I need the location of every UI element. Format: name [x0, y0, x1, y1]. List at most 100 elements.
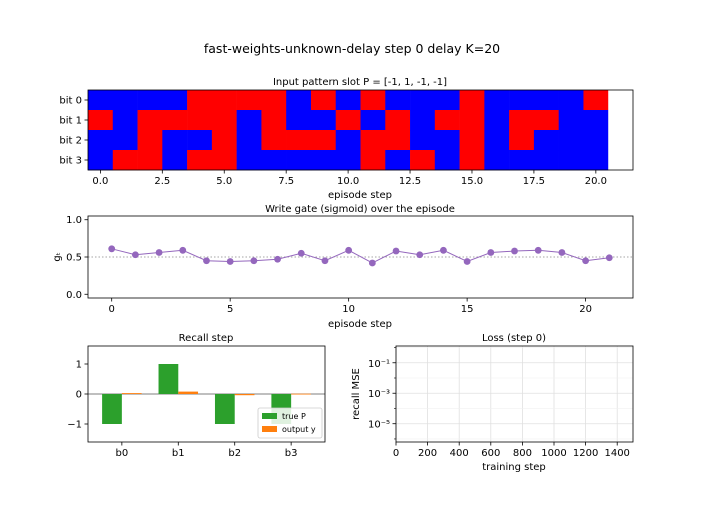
loss-ytick-label: 10⁻³ — [368, 389, 390, 400]
loss-xtick-label: 1200 — [573, 448, 598, 459]
heatmap-cell — [459, 150, 485, 171]
recall-legend: true P output y — [257, 407, 323, 439]
loss-ytick-label: 10⁻¹ — [368, 359, 390, 370]
heatmap-cell — [261, 90, 287, 111]
heatmap-cell — [459, 110, 485, 131]
gate-point — [179, 246, 187, 254]
heatmap-xtick-label: 7.5 — [278, 176, 294, 187]
gate-ytick-label: 0.5 — [66, 253, 82, 264]
recall-bar — [121, 393, 142, 394]
heatmap-xtick-label: 15.0 — [461, 176, 483, 187]
loss-ylabel: recall MSE — [351, 368, 362, 420]
recall-xtick-label: b0 — [115, 448, 128, 459]
recall-xtick-label: b2 — [228, 448, 241, 459]
heatmap-cell — [112, 90, 138, 111]
gate-point — [511, 247, 518, 255]
recall-title: Recall step — [179, 333, 234, 344]
gate-point — [226, 258, 234, 265]
heatmap-cell — [236, 110, 262, 131]
heatmap-cell — [533, 130, 559, 151]
gate-point — [605, 254, 613, 262]
legend-swatch-output — [262, 426, 277, 432]
loss-xlabel: training step — [482, 462, 546, 473]
figure-title: fast-weights-unknown-delay step 0 delay … — [204, 41, 500, 56]
heatmap-cell — [608, 90, 634, 111]
recall-bar — [178, 391, 199, 394]
heatmap-cell — [608, 130, 634, 151]
heatmap-cell — [459, 130, 485, 151]
heatmap-cell — [335, 150, 361, 171]
heatmap-cell — [137, 90, 163, 111]
heatmap-cell — [88, 150, 114, 171]
heatmap-cell — [484, 110, 510, 131]
gate-point — [345, 246, 353, 254]
heatmap-cell — [211, 150, 237, 171]
heatmap-cell — [112, 150, 138, 171]
heatmap-cell — [360, 150, 386, 171]
heatmap-cell — [410, 90, 436, 111]
heatmap-cell — [509, 130, 535, 151]
heatmap-title: Input pattern slot P = [-1, 1, -1, -1] — [273, 77, 447, 88]
gate-point — [368, 259, 376, 267]
heatmap-cell — [112, 110, 138, 131]
heatmap-cell — [410, 110, 436, 131]
gate-point — [250, 257, 258, 265]
loss-title: Loss (step 0) — [482, 333, 546, 344]
heatmap-cell — [385, 110, 411, 131]
recall-xtick-label: b1 — [172, 448, 185, 459]
heatmap-cell — [236, 150, 262, 171]
heatmap-cell — [385, 150, 411, 171]
gate-point — [155, 249, 163, 256]
heatmap-cell — [434, 150, 460, 171]
heatmap-cell — [583, 90, 609, 111]
heatmap-cell — [310, 90, 337, 111]
gate-point — [582, 257, 590, 265]
heatmap-cell — [583, 150, 609, 171]
heatmap-xtick-label: 0.0 — [92, 176, 108, 187]
gate-point — [274, 255, 281, 263]
gate-xtick-label: 5 — [227, 304, 233, 315]
gate-point — [297, 249, 305, 257]
heatmap-cell — [608, 150, 634, 171]
heatmap-cell — [360, 110, 386, 131]
heatmap-cell — [434, 110, 460, 131]
heatmap-xlabel: episode step — [328, 190, 392, 201]
heatmap-cell — [236, 90, 262, 111]
gate-ytick-label: 1.0 — [66, 215, 82, 226]
loss-xtick-label: 1000 — [541, 448, 566, 459]
heatmap-cell — [261, 130, 287, 151]
heatmap-cell — [484, 130, 510, 151]
heatmap-cell — [310, 110, 337, 131]
loss-frame — [395, 345, 634, 443]
heatmap-cell — [583, 130, 609, 151]
heatmap-cell — [533, 110, 559, 131]
heatmap-cell — [360, 90, 386, 111]
recall-ytick-label: 1 — [76, 360, 82, 371]
gate-point — [131, 251, 139, 259]
gate-point — [392, 247, 400, 255]
heatmap-cell — [286, 150, 312, 171]
gate-ylabel: gₜ — [52, 252, 63, 261]
heatmap-cell — [558, 150, 584, 171]
loss-xtick-label: 200 — [418, 448, 437, 459]
heatmap-cell — [137, 130, 163, 151]
gate-point — [440, 246, 447, 254]
recall-bar — [158, 364, 179, 394]
heatmap-cell — [533, 150, 559, 171]
loss-xtick-label: 400 — [450, 448, 469, 459]
heatmap-cell — [88, 130, 114, 151]
heatmap-cell — [583, 110, 609, 131]
heatmap-cell — [162, 110, 188, 131]
heatmap-cell — [558, 90, 584, 111]
gate-point — [321, 257, 329, 265]
gate-point — [558, 249, 566, 256]
heatmap-cell — [335, 110, 361, 131]
heatmap-cell — [410, 150, 436, 171]
heatmap-cell — [558, 130, 584, 151]
legend-label-output: output y — [282, 425, 316, 434]
heatmap-cell — [509, 150, 535, 171]
gate-xtick-label: 0 — [109, 304, 115, 315]
gate-xtick-label: 15 — [461, 304, 474, 315]
gate-point — [463, 258, 471, 265]
gate-xtick-label: 10 — [342, 304, 355, 315]
